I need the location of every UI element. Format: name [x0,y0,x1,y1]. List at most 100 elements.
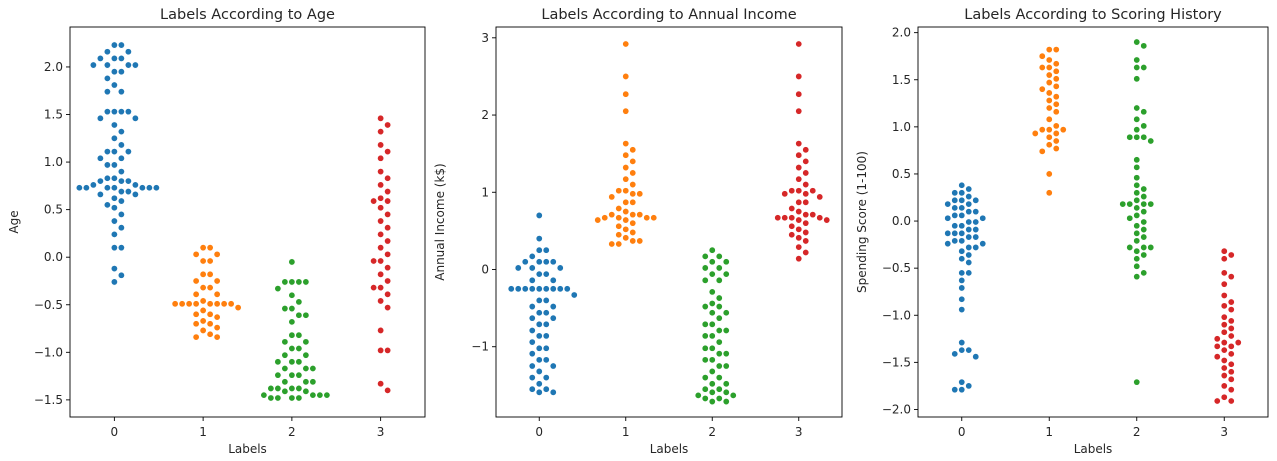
data-point-label-0 [117,177,125,185]
data-point-label-0 [958,229,966,237]
data-point-label-2 [1133,75,1141,83]
data-point-label-2 [1133,222,1141,230]
data-point-label-2 [1147,200,1155,208]
data-point-label-2 [260,391,268,399]
data-point-label-2 [295,384,303,392]
data-point-label-3 [377,217,385,225]
data-point-label-2 [1140,251,1148,259]
data-point-label-0 [110,217,118,225]
data-point-label-0 [110,148,118,156]
data-point-label-1 [622,151,630,159]
data-point-label-2 [281,351,289,359]
data-point-label-0 [958,306,966,314]
data-point-label-3 [1220,321,1228,329]
data-point-label-1 [622,208,630,216]
data-point-label-0 [110,204,118,212]
data-point-label-0 [965,233,973,241]
data-point-label-2 [1133,262,1141,270]
data-point-label-1 [178,300,186,308]
data-point-label-2 [302,378,310,386]
data-point-label-0 [965,208,973,216]
data-point-label-1 [1045,170,1053,178]
data-point-label-1 [629,219,637,227]
data-point-label-2 [722,350,730,358]
data-point-label-0 [117,210,125,218]
data-point-label-0 [103,74,111,82]
data-point-label-0 [528,285,536,293]
data-point-label-2 [1133,163,1141,171]
data-point-label-0 [152,184,160,192]
data-point-label-1 [199,306,207,314]
x-tick-label: 3 [795,425,803,439]
data-point-label-0 [117,128,125,136]
data-point-label-0 [958,339,966,347]
data-point-label-1 [185,300,193,308]
data-point-label-0 [951,204,959,212]
data-point-label-1 [213,324,221,332]
data-point-label-0 [958,211,966,219]
data-point-label-3 [370,257,378,265]
y-tick-label: 1 [481,185,489,199]
data-point-label-2 [708,320,716,328]
data-point-label-1 [1052,82,1060,90]
data-point-label-2 [295,331,303,339]
data-point-label-2 [708,299,716,307]
data-point-label-0 [965,269,973,277]
data-point-label-1 [1031,129,1039,137]
data-point-label-3 [1213,335,1221,343]
y-tick-label: −1 [471,340,489,354]
data-point-label-0 [542,332,550,340]
data-point-label-0 [556,264,564,272]
data-point-label-1 [213,313,221,321]
data-point-label-2 [281,387,289,395]
data-point-label-2 [722,362,730,370]
data-point-label-0 [542,258,550,266]
data-point-label-3 [1220,247,1228,255]
data-point-label-0 [110,244,118,252]
data-point-label-2 [1133,189,1141,197]
data-point-label-2 [1140,133,1148,141]
data-point-label-0 [131,190,139,198]
data-point-label-1 [1045,89,1053,97]
data-point-label-0 [110,54,118,62]
data-point-label-1 [206,330,214,338]
data-point-label-1 [192,300,200,308]
data-point-label-2 [708,258,716,266]
data-point-label-2 [715,338,723,346]
data-point-label-0 [549,303,557,311]
data-point-label-0 [117,154,125,162]
data-point-label-0 [535,388,543,396]
x-axis-label: Labels [1074,442,1113,456]
data-point-label-1 [227,300,235,308]
data-point-label-0 [556,285,564,293]
data-point-label-1 [206,284,214,292]
x-tick-label: 0 [111,425,119,439]
data-point-label-0 [110,194,118,202]
data-point-label-0 [958,181,966,189]
data-point-label-2 [1133,273,1141,281]
data-point-label-0 [965,226,973,234]
data-point-label-3 [384,346,392,354]
data-point-label-0 [103,88,111,96]
data-point-label-0 [944,214,952,222]
data-point-label-2 [302,364,310,372]
data-point-label-2 [1140,243,1148,251]
data-point-label-0 [117,68,125,76]
data-point-label-0 [549,258,557,266]
data-point-label-3 [1227,298,1235,306]
data-point-label-2 [267,384,275,392]
data-point-label-2 [715,385,723,393]
data-point-label-2 [274,358,282,366]
data-point-label-1 [622,216,630,224]
data-point-label-0 [117,197,125,205]
y-axis-label: Annual Income (k$) [433,163,447,280]
x-tick-label: 3 [377,425,385,439]
data-point-label-1 [206,320,214,328]
data-point-label-2 [1133,204,1141,212]
data-point-label-2 [281,378,289,386]
data-point-label-0 [110,68,118,76]
data-point-label-1 [636,237,644,245]
data-point-label-1 [622,140,630,148]
data-point-label-3 [1227,306,1235,314]
